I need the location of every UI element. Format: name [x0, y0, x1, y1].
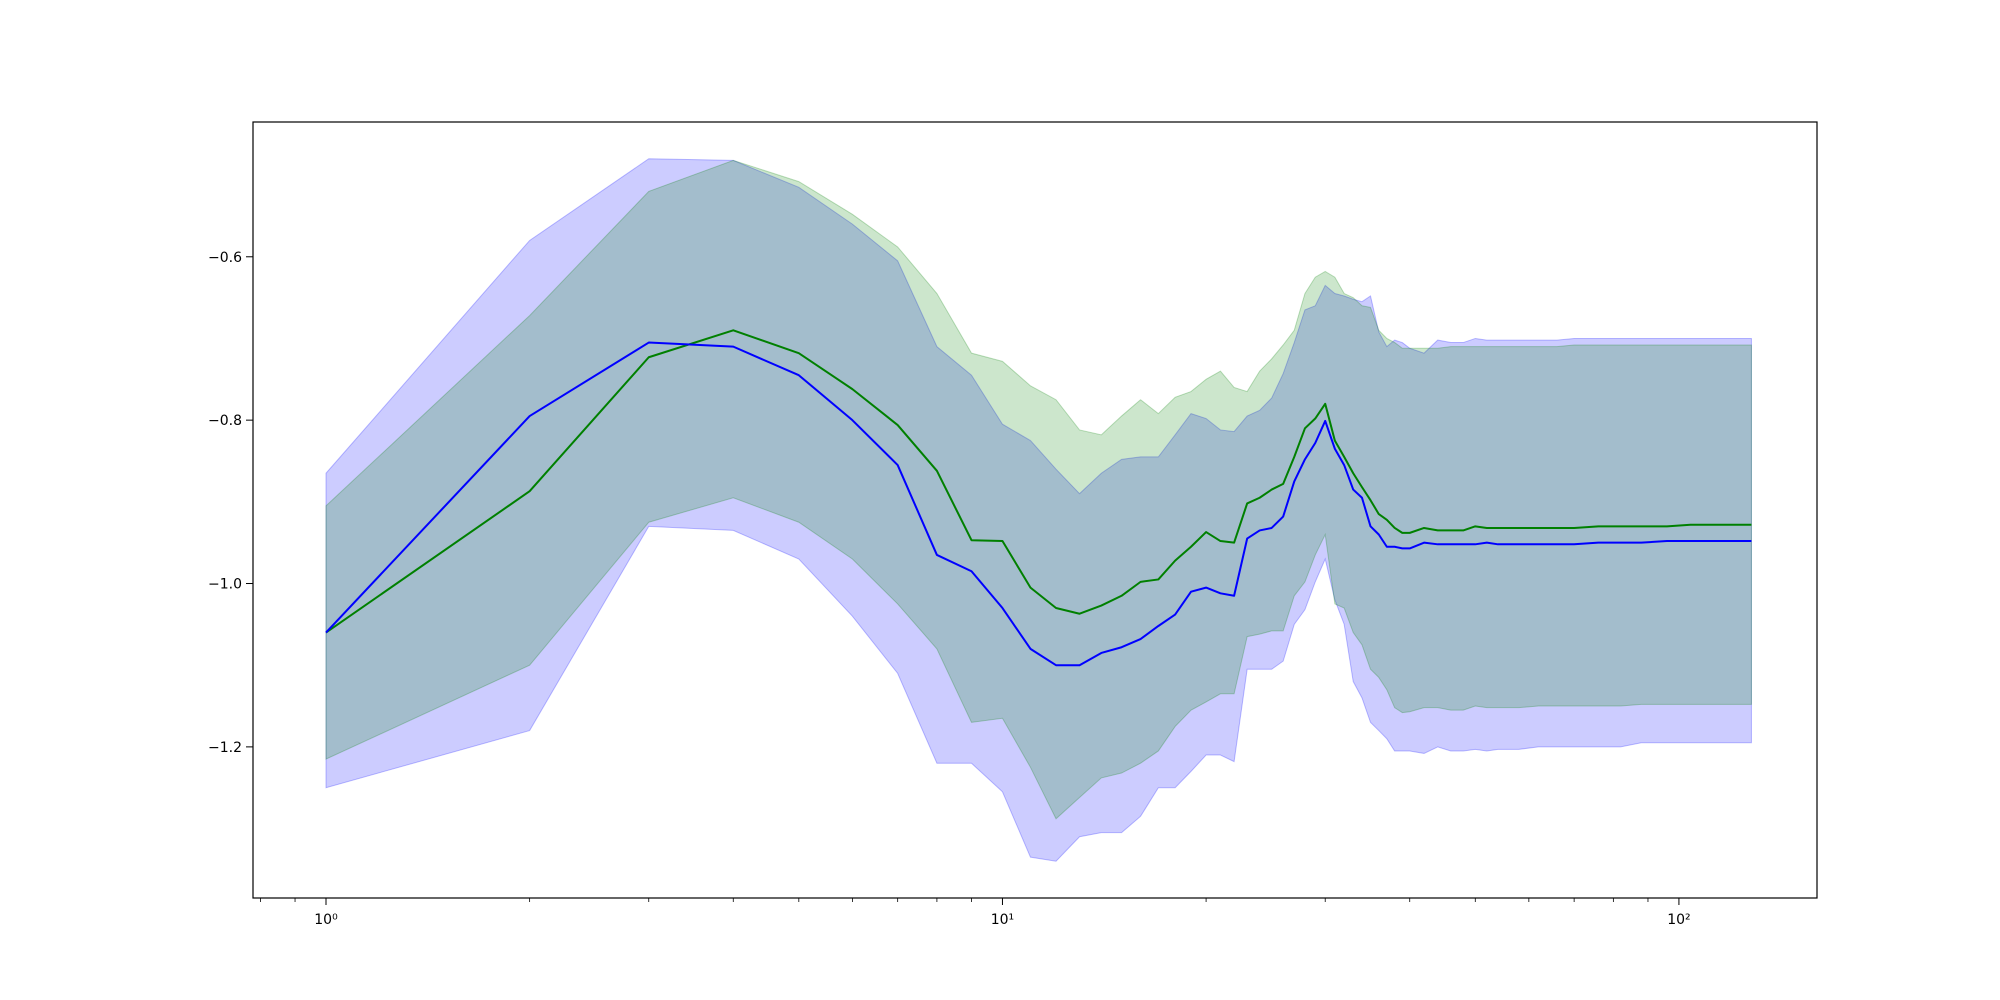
confidence-band-1	[325, 159, 1752, 820]
axes: 10⁰ 10¹ 10² −0.6 −0.8 −1.0 −1.2	[208, 121, 1818, 928]
y-tick-label-2: −1.0	[208, 577, 242, 593]
y-tick-label-0: −0.6	[208, 250, 242, 266]
x-tick-label-2: 10²	[1667, 912, 1690, 928]
plot-content	[325, 158, 1752, 862]
y-tick-label-3: −1.2	[208, 740, 242, 756]
confidence-band-0	[325, 158, 1752, 862]
y-tick-label-1: −0.8	[208, 413, 242, 429]
x-tick-label-1: 10¹	[991, 912, 1014, 928]
series-line-1	[325, 329, 1752, 634]
plot-area	[325, 158, 1752, 862]
series-line-0	[325, 341, 1752, 667]
x-tick-label-0: 10⁰	[314, 912, 338, 928]
axes-frame	[252, 121, 1818, 899]
